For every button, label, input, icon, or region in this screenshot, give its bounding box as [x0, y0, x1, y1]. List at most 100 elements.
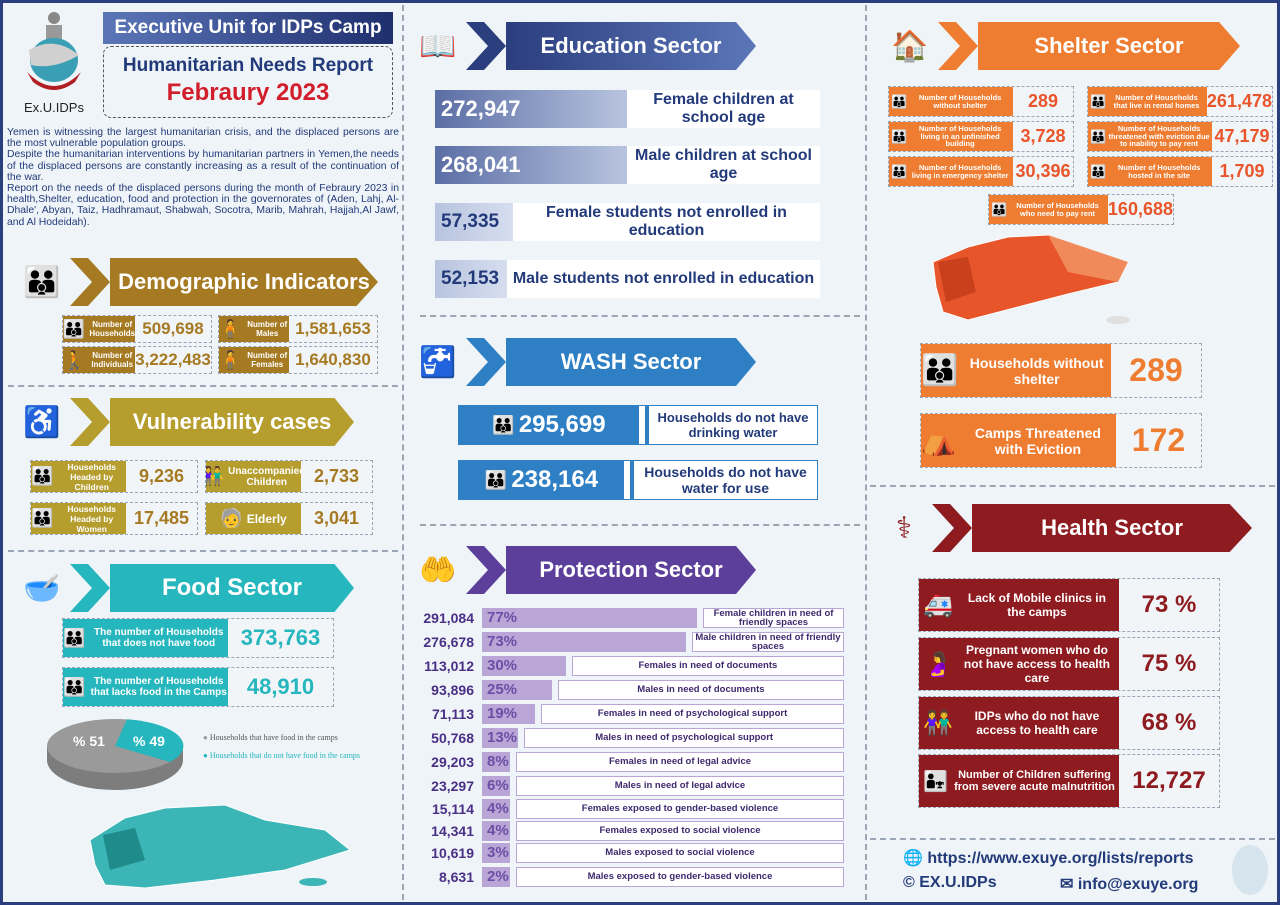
protection-bar: 3% [482, 843, 510, 863]
stat-label: Unaccompanied Children [228, 465, 301, 488]
elderly-icon: 🧓 [220, 508, 243, 528]
wash-label: Households do not have water for use [630, 461, 817, 499]
protection-row: 113,012 30% Females in need of documents [412, 656, 844, 676]
protection-row: 291,084 77% Female children in need of fri… [412, 608, 844, 628]
education-value: 272,947 [435, 90, 627, 128]
email-link[interactable]: ✉ info@exuye.org [1060, 874, 1198, 894]
education-label: Male students not enrolled in education [512, 270, 815, 288]
column-divider [865, 5, 867, 900]
protection-row: 29,203 8% Females in need of legal advice [412, 752, 844, 772]
protection-value: 276,678 [423, 634, 474, 650]
chevron-icon [466, 338, 506, 386]
protection-bar: 8% [482, 752, 510, 772]
protection-value: 93,896 [431, 682, 474, 698]
food-pie-chart: % 51 % 49 [47, 719, 184, 790]
report-title: Humanitarian Needs Report [122, 55, 374, 76]
section-title: WASH Sector [506, 338, 756, 386]
chevron-icon [932, 504, 972, 552]
family-icon: 👪 [891, 129, 908, 144]
stat-households-no-food: 👪 The number of Households that does not … [62, 618, 334, 658]
protection-label: Females in need of psychological support [541, 704, 844, 724]
stat-value: 3,041 [313, 508, 360, 528]
stat-label: Number of Households [89, 320, 135, 338]
food-header: 🥣 Food Sector [14, 564, 354, 612]
person-icon: 🚶 [63, 349, 86, 370]
protection-label: Males in need of legal advice [516, 776, 844, 796]
vulnerability-header: ♿ Vulnerability cases [14, 398, 354, 446]
protection-label: Females in need of documents [571, 656, 844, 676]
health-label: Lack of Mobile clinics in the camps [967, 591, 1106, 619]
family-icon: 👪 [63, 318, 86, 339]
chevron-icon [466, 546, 506, 594]
yemen-map-shelter [932, 234, 1130, 324]
stat-value: 509,698 [142, 319, 204, 338]
protection-bar: 77% [482, 608, 697, 628]
stat-label: Number of Households hosted in the site [1117, 163, 1201, 180]
shelter-stat: 👪 Number of Households hosted in the site… [1087, 156, 1273, 187]
protection-bar: 25% [482, 680, 552, 700]
wash-label: Households do not have drinking water [645, 406, 817, 444]
intro-paragraph: Report on the needs of the displaced per… [7, 183, 399, 228]
family-icon: 👪 [1090, 164, 1107, 179]
protection-bar: 13% [482, 728, 519, 748]
protection-value: 14,341 [431, 823, 474, 839]
report-title-box: Humanitarian Needs Report Febraury 2023 [103, 46, 393, 118]
stat-males: 🧍 Number of Males 1,581,653 [218, 315, 378, 343]
chevron-icon [70, 398, 110, 446]
shelter-stat: 👪 Number of Households that live in renta… [1087, 86, 1273, 117]
protection-row: 14,341 4% Females exposed to social violen… [412, 821, 844, 841]
protection-bar: 4% [482, 799, 510, 819]
logo-text: Ex.U.IDPs [24, 100, 84, 115]
website-text[interactable]: https://www.exuye.org/lists/reports [927, 850, 1194, 867]
protection-bar: 19% [482, 704, 536, 724]
protection-label: Males exposed to social violence [516, 843, 844, 863]
education-value: 52,153 [435, 260, 507, 298]
section-title: Protection Sector [506, 546, 756, 594]
chevron-icon [938, 22, 978, 70]
health-value: 68 % [1141, 709, 1197, 736]
family-icon: 👪 [23, 265, 61, 299]
protection-row: 23,297 6% Males in need of legal advice [412, 776, 844, 796]
stat-label: Number of Households living in an unfini… [918, 124, 1002, 149]
email-text[interactable]: info@exuye.org [1077, 876, 1199, 893]
stat-label: The number of Households that does not h… [93, 627, 224, 649]
protection-value: 71,113 [431, 706, 474, 722]
pie-legend: ● Households that have food in the camps… [203, 733, 360, 760]
section-divider [870, 485, 1275, 487]
protection-label: Females in need of legal advice [516, 752, 844, 772]
protection-header: 🤲 Protection Sector [410, 546, 756, 594]
marker-icon: ● [203, 733, 208, 742]
family-icon: 👪 [991, 202, 1008, 217]
health-value: 73 % [1141, 591, 1197, 618]
wheelchair-icon: ♿ [23, 405, 61, 439]
family-icon: 👪 [484, 469, 508, 490]
protection-row: 8,631 2% Males exposed to gender-based vio… [412, 867, 844, 887]
protection-row: 71,113 19% Females in need of psychologica… [412, 704, 844, 724]
stat-label: Households Headed by Women [67, 503, 117, 534]
shelter-stat: 👪 Number of Households who need to pay re… [988, 194, 1174, 225]
globe-icon: 🌐 [903, 850, 923, 867]
health-label: Number of Children suffering from severe… [954, 769, 1115, 793]
section-title: Shelter Sector [978, 22, 1240, 70]
shelter-stat: 👪 Number of Households without shelter 289 [888, 86, 1074, 117]
stat-value: 1,640,830 [295, 350, 371, 369]
children-icon: 👫 [206, 466, 225, 486]
stat-label: The number of Households that lacks food… [90, 676, 227, 698]
education-label: Female students not enrolled in educatio… [546, 204, 787, 239]
education-value: 57,335 [435, 203, 513, 241]
family-icon: 👪 [31, 508, 54, 528]
shelter-stat: 👪 Number of Households threatened with ev… [1087, 121, 1273, 152]
protection-bar: 2% [482, 867, 510, 887]
section-divider [420, 524, 860, 526]
copyright: © EX.U.IDPs [903, 874, 997, 892]
protection-label: Males in need of documents [557, 680, 844, 700]
website-link[interactable]: 🌐 https://www.exuye.org/lists/reports [903, 848, 1194, 868]
stat-value: 9,236 [138, 466, 185, 486]
protection-row: 50,768 13% Males in need of psychological … [412, 728, 844, 748]
highlight-label: Households without shelter [969, 354, 1104, 387]
stat-value: 373,763 [240, 625, 321, 650]
protection-bar: 6% [482, 776, 510, 796]
stat-households-lack-food-camps: 👪 The number of Households that lacks foo… [62, 667, 334, 707]
logo-emblem-icon [27, 12, 81, 90]
education-header: 📖 Education Sector [410, 22, 756, 70]
